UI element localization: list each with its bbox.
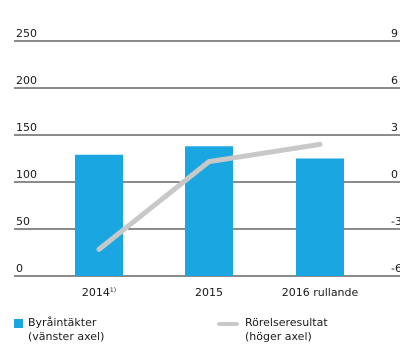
legend-axis-note-left: (vänster axel) [28, 330, 105, 343]
left-axis-tick-label: 100 [16, 168, 37, 181]
legend-line-swatch [217, 322, 239, 326]
legend-label-byraintakter: Byråintäkter [28, 316, 97, 329]
left-axis-tick-label: 150 [16, 121, 37, 134]
bar [75, 154, 123, 276]
right-axis-tick-label: 9 [391, 27, 398, 40]
bar [296, 158, 344, 276]
right-axis-tick-label: 6 [391, 74, 398, 87]
left-axis-tick-label: 50 [16, 215, 30, 228]
category-label: 2016 rullande [282, 286, 359, 299]
left-axis-tick-label: 0 [16, 262, 23, 275]
left-axis-tick-label: 200 [16, 74, 37, 87]
right-axis-tick-label: -3 [391, 215, 400, 228]
bar [185, 146, 233, 276]
legend-axis-note-right: (höger axel) [245, 330, 312, 343]
left-axis-tick-label: 250 [16, 27, 37, 40]
legend-bar-swatch [14, 319, 23, 328]
category-label: 20141) [82, 286, 116, 299]
right-axis-tick-label: 0 [391, 168, 398, 181]
right-axis-tick-label: -6 [391, 262, 400, 275]
line-series-rorelseresultat [96, 141, 323, 252]
legend-label-rorelseresultat: Rörelseresultat [245, 316, 328, 329]
category-label: 2015 [195, 286, 223, 299]
right-axis-tick-label: 3 [391, 121, 398, 134]
